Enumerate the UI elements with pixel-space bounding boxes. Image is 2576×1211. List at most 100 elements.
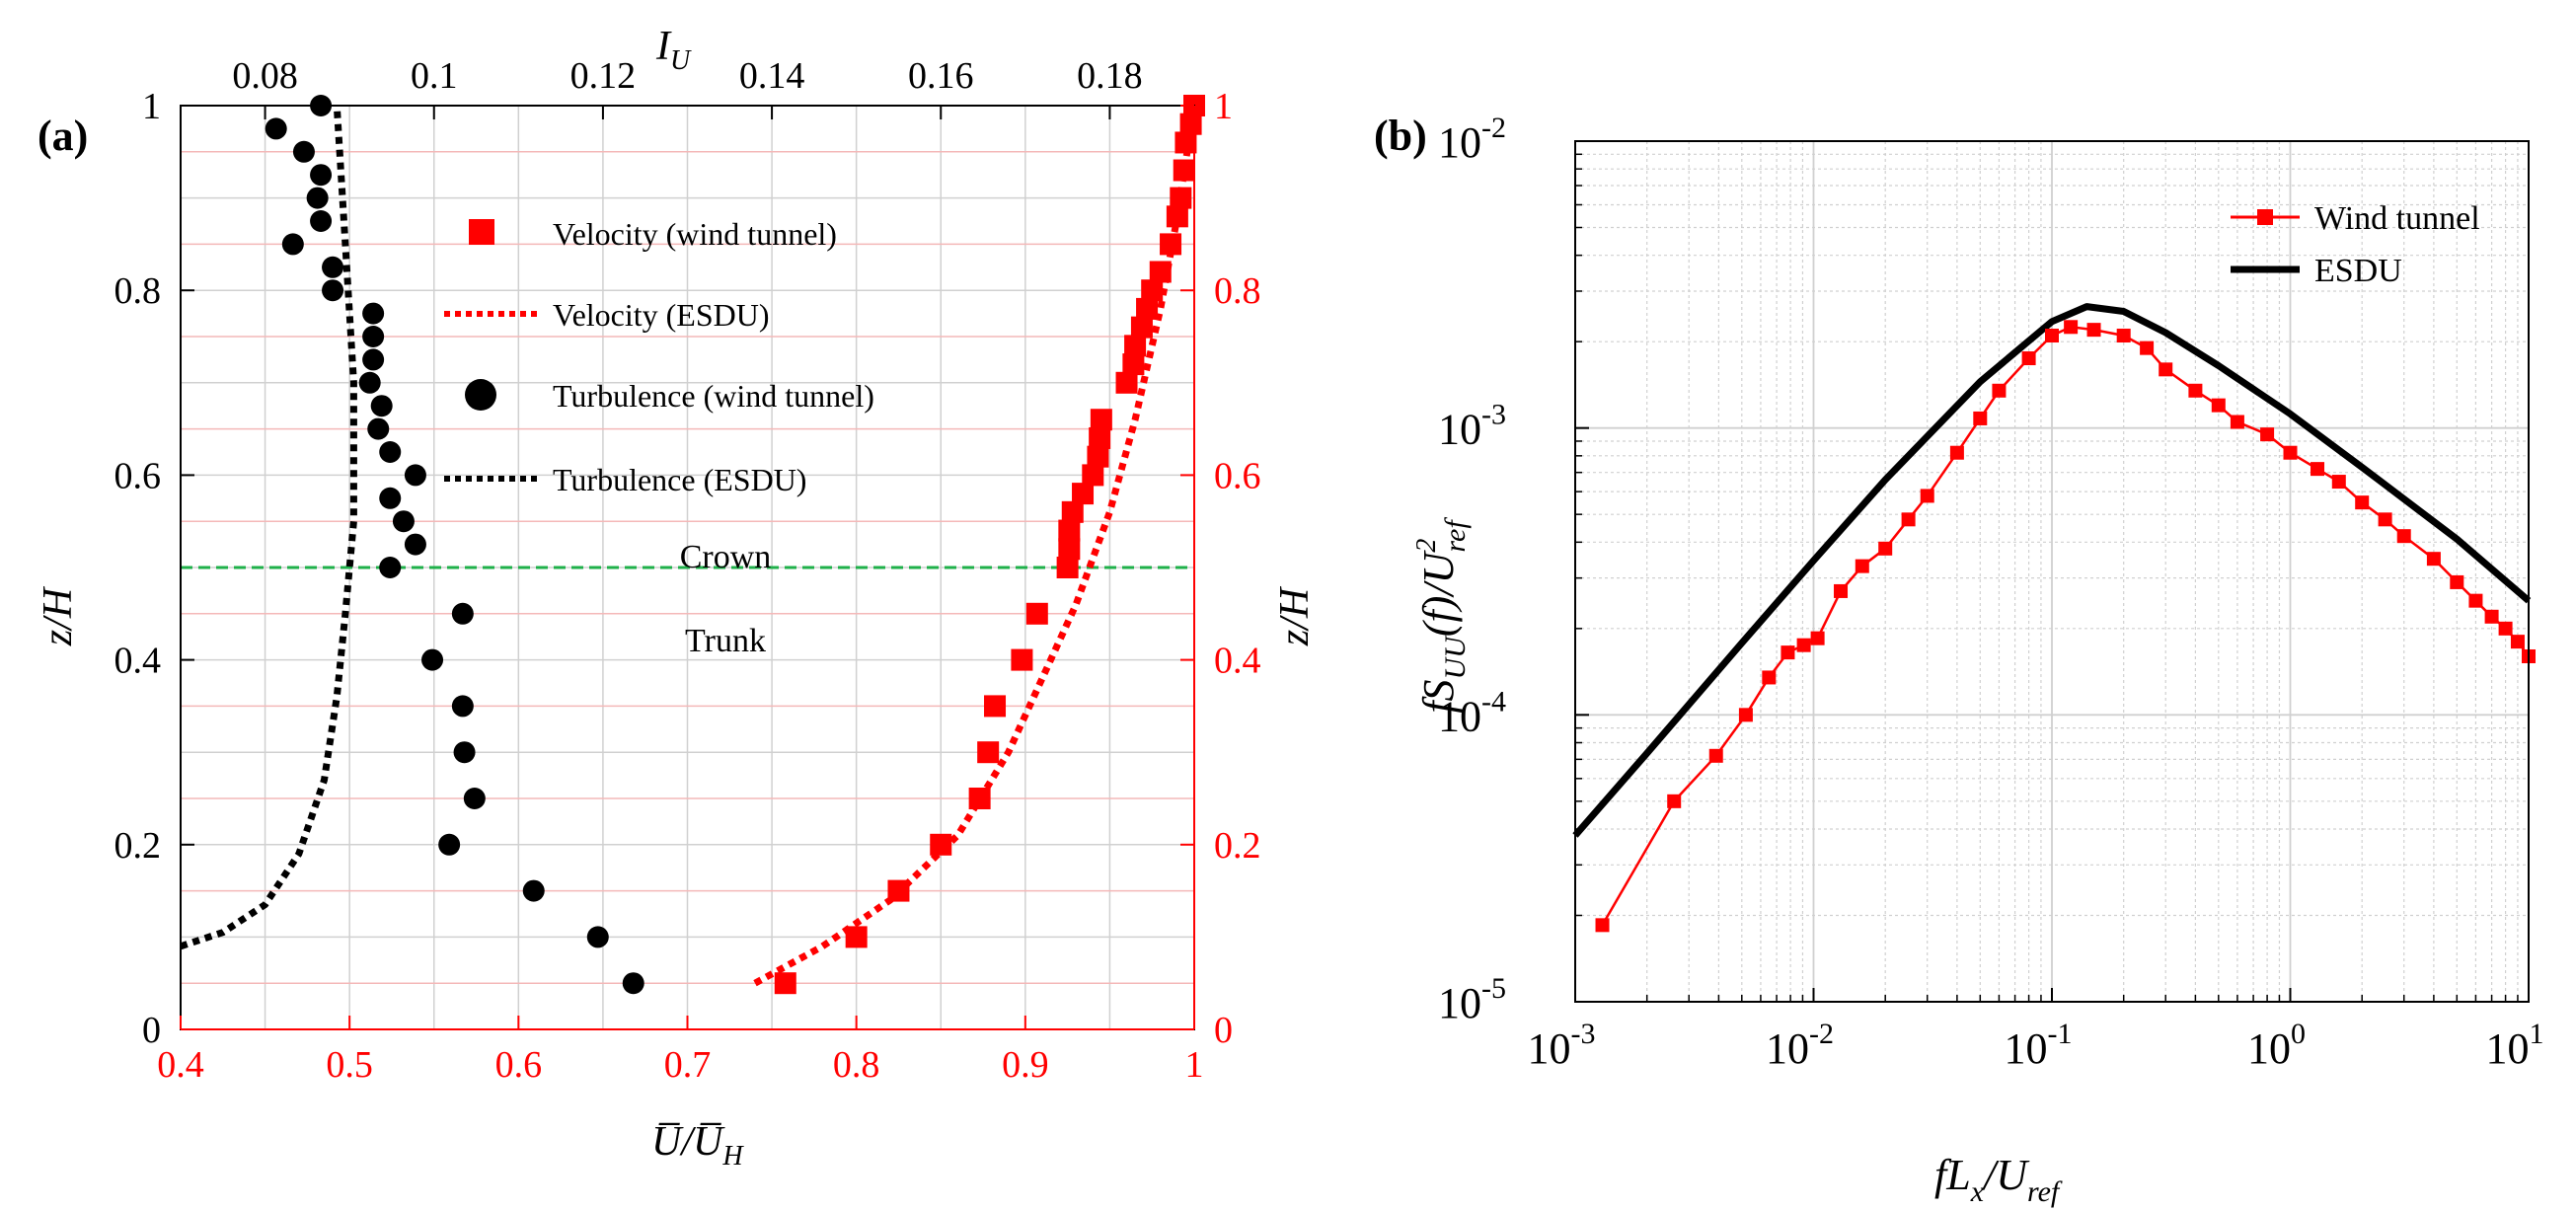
wind-tunnel-spectrum-point — [1780, 645, 1795, 660]
velocity-wind-tunnel-point — [1011, 648, 1033, 671]
y-tick-label-right: 0.2 — [1214, 825, 1261, 867]
wind-tunnel-spectrum-point — [2331, 475, 2346, 490]
trunk-label: Trunk — [685, 623, 766, 659]
turbulence-wind-tunnel-point — [322, 256, 344, 278]
y-tick-label-right: 0.6 — [1214, 455, 1261, 496]
wind-tunnel-spectrum-point — [2468, 593, 2483, 608]
velocity-wind-tunnel-point — [1089, 426, 1111, 449]
panel-b-markers — [1595, 320, 2536, 933]
turbulence-wind-tunnel-point — [367, 417, 390, 440]
turbulence-wind-tunnel-point — [306, 187, 329, 209]
x-tick-label-bottom: 0.7 — [664, 1044, 712, 1086]
wind-tunnel-spectrum-point — [1992, 383, 2007, 398]
panel-b-grid — [1574, 141, 2529, 1003]
y-tick-label: 10-4 — [1438, 685, 1506, 740]
x-tick-label: 10-1 — [2005, 1018, 2073, 1073]
x-tick-label-top: 0.18 — [1077, 55, 1143, 97]
panel-a-markers — [265, 95, 1205, 995]
wind-tunnel-spectrum-point — [1708, 748, 1723, 763]
legend-esdu-label: ESDU — [2314, 253, 2402, 289]
x-tick-label: 10-2 — [1766, 1018, 1834, 1073]
legend-wind-tunnel-marker — [2257, 209, 2273, 225]
turbulence-wind-tunnel-point — [404, 464, 426, 487]
wind-tunnel-spectrum-point — [2355, 495, 2370, 510]
turbulence-wind-tunnel-point — [404, 533, 426, 556]
velocity-wind-tunnel-point — [1149, 261, 1172, 283]
y-tick-label-left: 0.4 — [114, 641, 162, 682]
wind-tunnel-spectrum-point — [2045, 329, 2059, 343]
velocity-wind-tunnel-point — [1090, 409, 1112, 431]
turbulence-wind-tunnel-point — [310, 210, 333, 232]
turbulence-esdu-line — [179, 105, 357, 950]
x-tick-label-bottom: 1 — [1185, 1044, 1204, 1086]
velocity-wind-tunnel-point — [1058, 519, 1081, 542]
wind-tunnel-spectrum-point — [2021, 351, 2036, 366]
velocity-wind-tunnel-point — [984, 695, 1007, 718]
turbulence-wind-tunnel-point — [463, 788, 486, 809]
wind-tunnel-spectrum-point — [2230, 415, 2244, 429]
velocity-wind-tunnel-point — [1025, 602, 1048, 625]
turbulence-wind-tunnel-point — [358, 371, 381, 394]
wind-tunnel-spectrum-point — [1595, 918, 1610, 933]
wind-tunnel-spectrum-point — [2140, 341, 2155, 355]
turbulence-wind-tunnel-point — [281, 233, 304, 256]
velocity-wind-tunnel-point — [774, 972, 796, 995]
panel-b-ylabel: fSUU(f)/U2ref — [1411, 517, 1472, 714]
esdu-spectrum-line — [1572, 303, 2532, 838]
wind-tunnel-spectrum-point — [2188, 383, 2203, 398]
velocity-wind-tunnel-point — [1058, 538, 1081, 561]
x-tick-label-bottom: 0.4 — [157, 1044, 204, 1086]
y-tick-label-left: 0.2 — [114, 825, 162, 867]
velocity-wind-tunnel-point — [1124, 335, 1147, 357]
wind-tunnel-spectrum-point — [1834, 583, 1849, 598]
wind-tunnel-spectrum-point — [2378, 512, 2392, 527]
turbulence-wind-tunnel-point — [292, 140, 315, 163]
velocity-wind-tunnel-point — [1170, 187, 1192, 209]
y-tick-label-left: 0.6 — [114, 455, 162, 496]
wind-tunnel-spectrum-point — [2510, 635, 2525, 649]
y-tick-label: 10-2 — [1438, 112, 1506, 167]
turbulence-wind-tunnel-point — [379, 557, 402, 578]
turbulence-wind-tunnel-point — [586, 926, 609, 948]
crown-label: Crown — [680, 539, 772, 575]
y-tick-label-right: 0.4 — [1214, 641, 1261, 682]
wind-tunnel-spectrum-point — [2116, 329, 2131, 343]
turbulence-wind-tunnel-point — [370, 395, 393, 417]
wind-tunnel-spectrum-point — [2064, 320, 2079, 335]
legend-turbulence-wt-label: Turbulence (wind tunnel) — [553, 378, 874, 414]
x-tick-label-bottom: 0.6 — [495, 1044, 543, 1086]
wind-tunnel-spectrum-point — [2159, 362, 2173, 377]
turbulence-wind-tunnel-point — [379, 441, 402, 463]
velocity-wind-tunnel-point — [1056, 557, 1079, 578]
y-tick-label-right: 1 — [1214, 86, 1233, 127]
wind-tunnel-spectrum-point — [2450, 574, 2464, 589]
x-tick-label-top: 0.14 — [739, 55, 805, 97]
wind-tunnel-spectrum-point — [2211, 398, 2226, 413]
x-tick-label-top: 0.12 — [570, 55, 637, 97]
panel-b-label: (b) — [1374, 112, 1427, 160]
x-tick-label: 100 — [2247, 1018, 2306, 1073]
velocity-wind-tunnel-point — [1061, 500, 1084, 523]
velocity-wind-tunnel-point — [977, 741, 1000, 764]
turbulence-wind-tunnel-point — [392, 510, 415, 533]
turbulence-wind-tunnel-point — [310, 164, 333, 187]
panel-b-xlabel: fLx/Uref — [1934, 1151, 2063, 1208]
left-axis-title: z/H — [36, 585, 81, 646]
turbulence-wind-tunnel-point — [362, 326, 385, 347]
panel-a: 0.4 0.5 0.6 0.7 0.8 0.9 1 0.08 0.1 0.12 0.14 0.16 0.… — [36, 24, 1318, 1172]
velocity-wind-tunnel-point — [1130, 316, 1153, 339]
y-tick-label-right: 0 — [1214, 1010, 1233, 1051]
wind-tunnel-spectrum-point — [1855, 559, 1869, 573]
turbulence-wind-tunnel-point — [362, 302, 385, 325]
panel-a-ticks: 0.4 0.5 0.6 0.7 0.8 0.9 1 0.08 0.1 0.12 0.14 0.16 0.… — [114, 55, 1261, 1086]
wind-tunnel-spectrum-point — [2498, 621, 2513, 636]
wind-tunnel-spectrum-point — [2311, 462, 2325, 477]
y-tick-label-left: 0.8 — [114, 270, 162, 312]
velocity-wind-tunnel-point — [1173, 159, 1195, 182]
velocity-wind-tunnel-point — [1087, 445, 1109, 468]
wind-tunnel-spectrum-point — [2086, 323, 2101, 338]
wind-tunnel-spectrum-point — [2484, 609, 2499, 624]
turbulence-wind-tunnel-point — [421, 648, 444, 671]
turbulence-wind-tunnel-point — [453, 741, 476, 764]
wind-tunnel-spectrum-point — [1878, 541, 1893, 556]
